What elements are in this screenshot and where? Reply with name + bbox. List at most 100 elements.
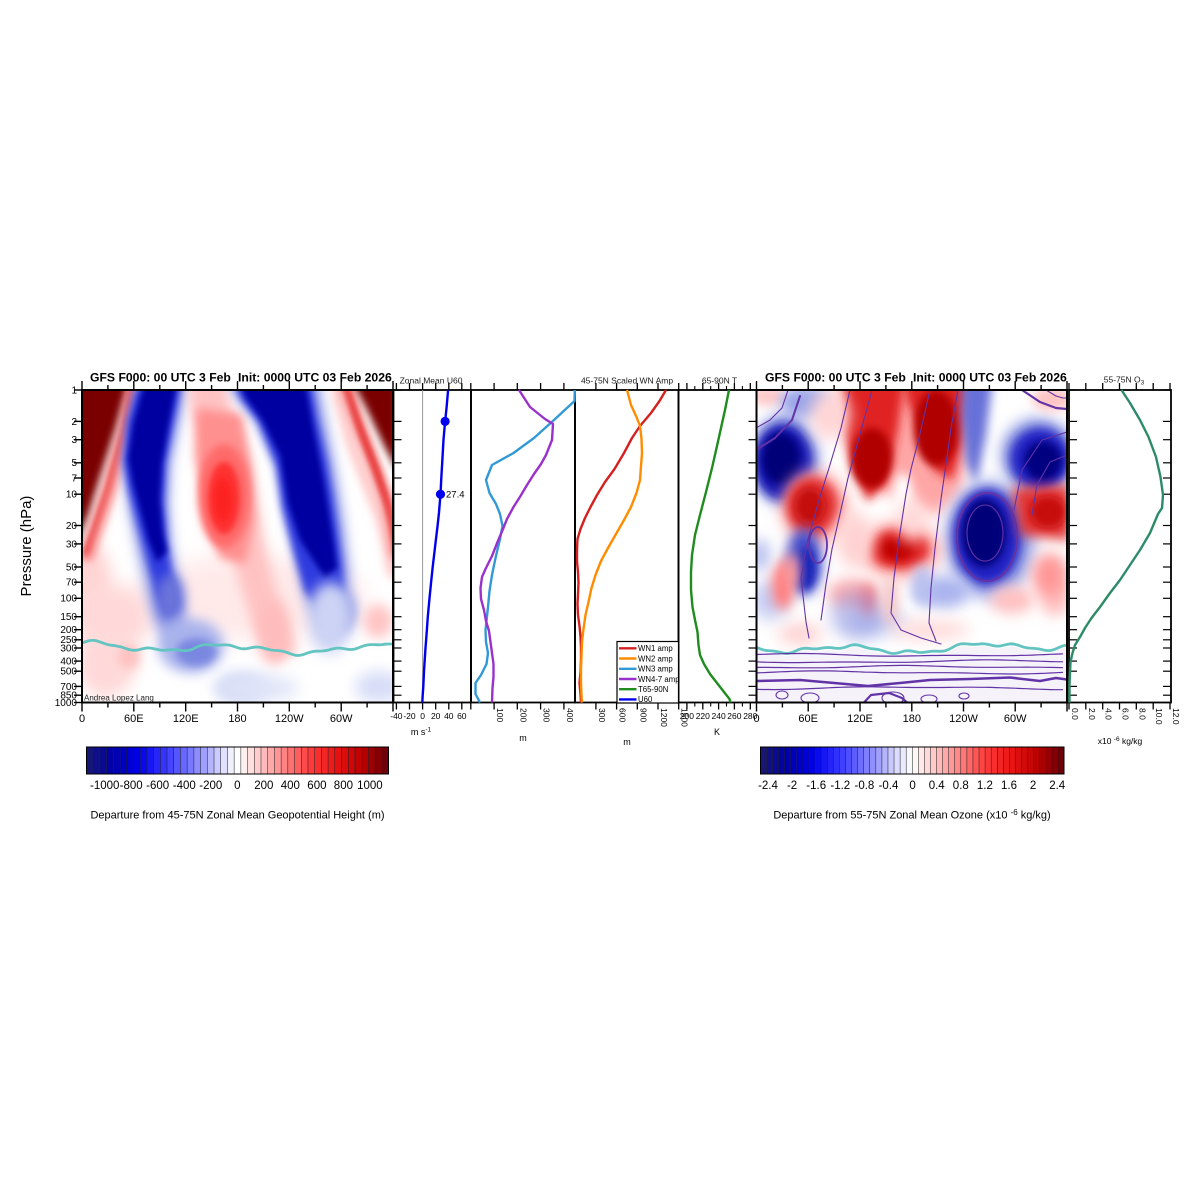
svg-text:30: 30: [66, 539, 78, 550]
svg-text:-400: -400: [173, 780, 196, 792]
svg-text:60E: 60E: [798, 713, 818, 725]
svg-text:1.2: 1.2: [977, 780, 993, 792]
svg-text:0.0: 0.0: [1070, 708, 1080, 720]
svg-text:100: 100: [495, 708, 505, 722]
svg-text:10.0: 10.0: [1154, 708, 1164, 725]
svg-text:x10 -6 kg/kg: x10 -6 kg/kg: [1098, 736, 1143, 746]
svg-text:0: 0: [753, 713, 759, 725]
svg-text:0.8: 0.8: [953, 780, 969, 792]
svg-text:120E: 120E: [847, 713, 873, 725]
svg-text:120E: 120E: [173, 713, 199, 725]
svg-text:200: 200: [60, 625, 77, 636]
svg-text:1500: 1500: [680, 708, 690, 727]
svg-text:3: 3: [71, 435, 77, 446]
svg-text:27.4: 27.4: [446, 490, 465, 501]
svg-text:200: 200: [518, 708, 528, 722]
svg-text:200: 200: [254, 780, 273, 792]
svg-text:850: 850: [60, 691, 77, 702]
svg-text:WN4-7 amp: WN4-7 amp: [638, 675, 680, 684]
svg-text:65-90N T: 65-90N T: [702, 376, 737, 386]
svg-text:60W: 60W: [1004, 713, 1027, 725]
svg-text:50: 50: [66, 562, 78, 573]
svg-text:-20: -20: [403, 711, 416, 721]
svg-text:600: 600: [307, 780, 326, 792]
svg-text:300: 300: [597, 708, 607, 722]
svg-text:Init: 0000 UTC 03 Feb 2026: Init: 0000 UTC 03 Feb 2026: [238, 371, 392, 385]
svg-text:120W: 120W: [949, 713, 978, 725]
svg-text:60W: 60W: [330, 713, 353, 725]
svg-text:-200: -200: [199, 780, 222, 792]
svg-text:7: 7: [71, 473, 77, 484]
svg-text:-600: -600: [146, 780, 169, 792]
svg-text:m s-1: m s-1: [411, 727, 432, 738]
svg-text:2.0: 2.0: [1087, 708, 1097, 720]
svg-text:70: 70: [66, 578, 78, 589]
svg-text:300: 300: [60, 643, 77, 654]
svg-text:20: 20: [431, 711, 441, 721]
svg-text:WN2 amp: WN2 amp: [638, 654, 673, 663]
svg-text:-2.4: -2.4: [758, 780, 778, 792]
svg-text:120W: 120W: [275, 713, 304, 725]
svg-text:300: 300: [542, 708, 552, 722]
svg-text:220: 220: [696, 711, 710, 721]
svg-text:0: 0: [234, 780, 240, 792]
svg-text:m: m: [623, 737, 631, 747]
svg-text:Andrea Lopez Lang: Andrea Lopez Lang: [84, 694, 154, 703]
svg-text:5: 5: [71, 458, 77, 469]
svg-text:60E: 60E: [124, 713, 144, 725]
svg-text:0: 0: [79, 713, 85, 725]
svg-text:GFS F000: 00 UTC 3 Feb: GFS F000: 00 UTC 3 Feb: [90, 371, 231, 385]
svg-text:-800: -800: [120, 780, 143, 792]
svg-text:45-75N Scaled WN Amp: 45-75N Scaled WN Amp: [581, 376, 673, 386]
svg-text:GFS F000: 00 UTC 3 Feb: GFS F000: 00 UTC 3 Feb: [765, 371, 906, 385]
svg-text:500: 500: [60, 667, 77, 678]
svg-text:180: 180: [228, 713, 246, 725]
svg-text:WN3 amp: WN3 amp: [638, 665, 673, 674]
svg-text:400: 400: [281, 780, 300, 792]
svg-text:400: 400: [565, 708, 575, 722]
svg-text:WN1 amp: WN1 amp: [638, 644, 673, 653]
svg-text:-40: -40: [390, 711, 403, 721]
svg-text:Departure from 55-75N Zonal Me: Departure from 55-75N Zonal Mean Ozone (…: [773, 808, 1050, 822]
svg-text:250: 250: [60, 635, 77, 646]
svg-text:1.6: 1.6: [1001, 780, 1017, 792]
svg-text:Departure from 45-75N Zonal Me: Departure from 45-75N Zonal Mean Geopote…: [90, 810, 384, 822]
svg-text:-0.8: -0.8: [854, 780, 874, 792]
svg-text:-1000: -1000: [90, 780, 119, 792]
svg-text:-1.6: -1.6: [806, 780, 826, 792]
svg-text:280: 280: [743, 711, 757, 721]
svg-text:150: 150: [60, 612, 77, 623]
svg-text:55-75N O3: 55-75N O3: [1104, 375, 1145, 387]
svg-text:0: 0: [909, 780, 915, 792]
svg-text:8.0: 8.0: [1137, 708, 1147, 720]
svg-text:Init: 0000 UTC 03 Feb 2026: Init: 0000 UTC 03 Feb 2026: [913, 371, 1067, 385]
svg-text:400: 400: [60, 657, 77, 668]
svg-text:0: 0: [420, 711, 425, 721]
svg-text:40: 40: [444, 711, 454, 721]
svg-text:2.4: 2.4: [1049, 780, 1066, 792]
svg-text:700: 700: [60, 682, 77, 693]
svg-text:240: 240: [712, 711, 726, 721]
svg-text:-0.4: -0.4: [879, 780, 899, 792]
svg-text:800: 800: [334, 780, 353, 792]
svg-text:6.0: 6.0: [1121, 708, 1131, 720]
svg-text:100: 100: [60, 594, 77, 605]
svg-text:2: 2: [1030, 780, 1036, 792]
svg-text:2: 2: [71, 417, 77, 428]
svg-text:T65-90N: T65-90N: [638, 685, 668, 694]
svg-text:60: 60: [457, 711, 467, 721]
svg-text:Zonal Mean U60: Zonal Mean U60: [400, 376, 463, 386]
svg-text:20: 20: [66, 521, 78, 532]
svg-text:1000: 1000: [357, 780, 383, 792]
svg-text:-2: -2: [787, 780, 797, 792]
svg-text:1000: 1000: [55, 698, 78, 709]
svg-text:K: K: [714, 727, 720, 737]
svg-text:m: m: [519, 733, 527, 743]
svg-text:U60: U60: [638, 695, 653, 704]
svg-text:4.0: 4.0: [1104, 708, 1114, 720]
svg-text:600: 600: [618, 708, 628, 722]
svg-text:0.4: 0.4: [929, 780, 946, 792]
svg-text:1: 1: [71, 385, 77, 396]
svg-text:Pressure (hPa): Pressure (hPa): [18, 496, 35, 597]
svg-text:200: 200: [680, 711, 694, 721]
